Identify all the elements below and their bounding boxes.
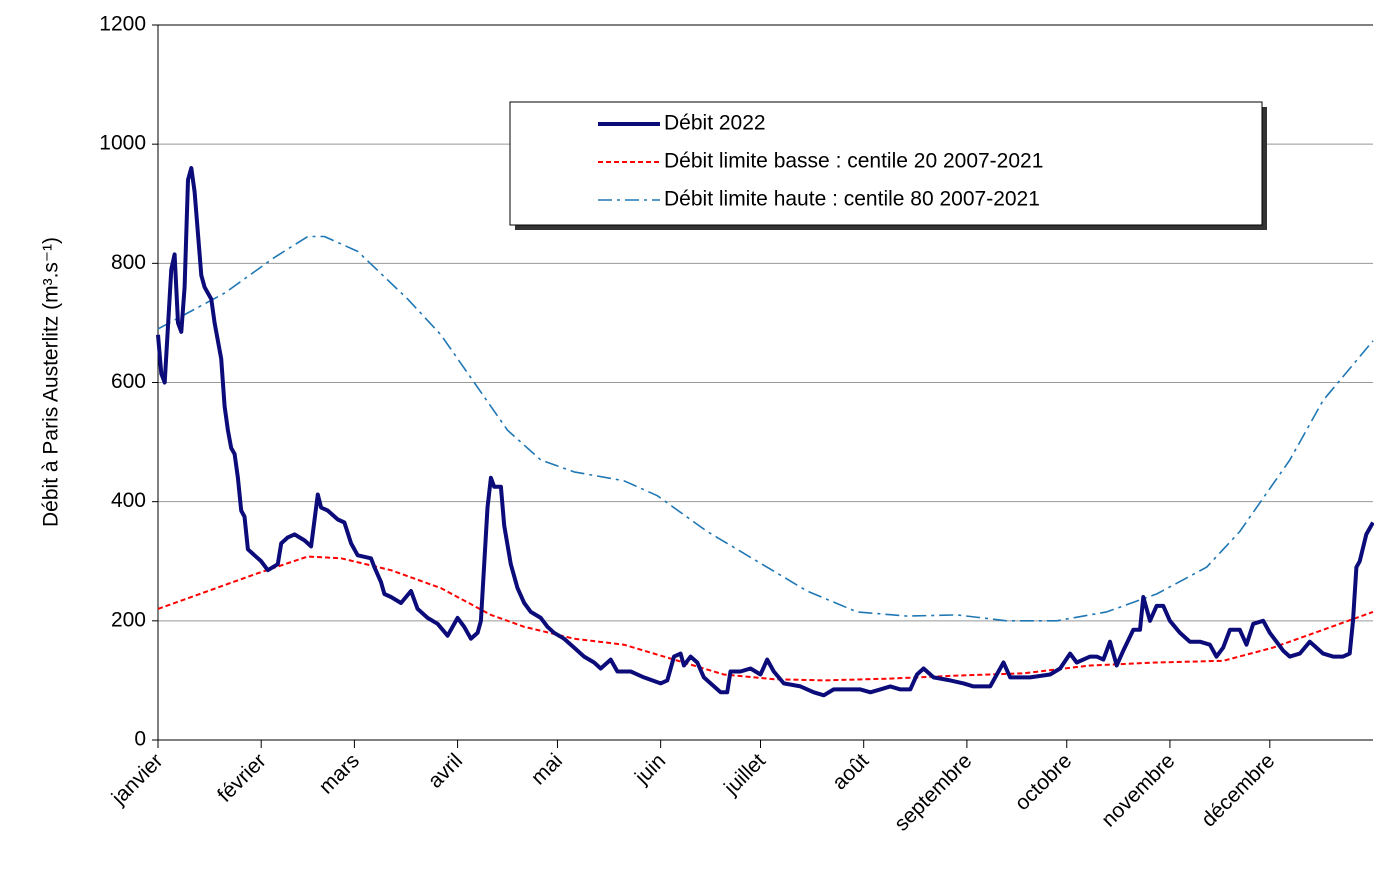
legend-label: Débit 2022 (664, 112, 766, 135)
legend-label: Débit limite basse : centile 20 2007-202… (664, 150, 1043, 173)
x-tick-label: janvier (107, 749, 168, 810)
y-tick-label: 400 (111, 489, 146, 512)
y-tick-label: 600 (111, 370, 146, 393)
y-tick-label: 1200 (99, 13, 146, 36)
x-tick-label: avril (424, 749, 467, 792)
x-tick-label: juin (630, 749, 670, 789)
y-tick-label: 1000 (99, 132, 146, 155)
y-tick-label: 200 (111, 608, 146, 631)
x-tick-label: septembre (890, 749, 976, 835)
line-series (156, 166, 1374, 698)
y-tick-label: 800 (111, 251, 146, 274)
x-tick-label: août (828, 749, 873, 794)
x-tick-label: mai (527, 749, 567, 789)
line-series (157, 235, 1374, 622)
x-tick-label: mars (315, 749, 364, 798)
x-tick-label: octobre (1010, 749, 1076, 815)
y-axis-label: Débit à Paris Austerlitz (m³.s⁻¹) (40, 237, 63, 527)
y-tick-label: 0 (134, 728, 146, 751)
x-tick-label: novembre (1097, 749, 1179, 831)
x-tick-label: juillet (719, 749, 770, 800)
x-tick-label: décembre (1197, 749, 1279, 831)
x-tick-label: février (213, 749, 271, 807)
legend-label: Débit limite haute : centile 80 2007-202… (664, 188, 1040, 211)
